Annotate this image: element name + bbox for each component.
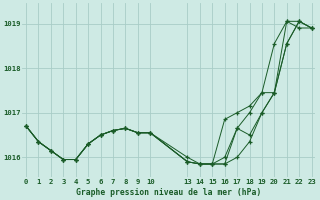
X-axis label: Graphe pression niveau de la mer (hPa): Graphe pression niveau de la mer (hPa) bbox=[76, 188, 261, 197]
